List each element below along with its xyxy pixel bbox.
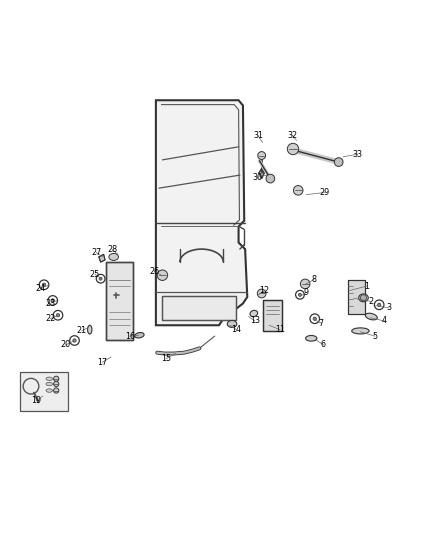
Circle shape <box>157 270 168 280</box>
Circle shape <box>313 317 316 320</box>
Text: 7: 7 <box>319 319 324 328</box>
Text: 22: 22 <box>45 314 55 323</box>
Text: 8: 8 <box>311 275 316 284</box>
Text: 32: 32 <box>287 131 297 140</box>
Circle shape <box>99 277 102 280</box>
Text: 16: 16 <box>125 332 135 341</box>
Text: 23: 23 <box>45 299 55 308</box>
Text: 3: 3 <box>386 303 391 312</box>
Text: 27: 27 <box>91 248 101 257</box>
Circle shape <box>378 303 381 306</box>
Bar <box>20 372 67 411</box>
Polygon shape <box>106 262 133 340</box>
Polygon shape <box>348 279 365 314</box>
Ellipse shape <box>352 328 369 334</box>
Text: 24: 24 <box>35 284 46 293</box>
Text: 12: 12 <box>260 286 270 295</box>
Circle shape <box>266 174 275 183</box>
Ellipse shape <box>359 294 368 302</box>
Text: 9: 9 <box>304 288 309 297</box>
Circle shape <box>360 295 367 301</box>
Text: 6: 6 <box>321 341 326 349</box>
Ellipse shape <box>227 320 237 327</box>
Ellipse shape <box>46 382 53 386</box>
Circle shape <box>334 158 343 166</box>
Text: 4: 4 <box>382 317 387 326</box>
Ellipse shape <box>365 313 377 320</box>
Ellipse shape <box>46 389 53 392</box>
Circle shape <box>73 339 76 342</box>
Circle shape <box>53 376 59 382</box>
Text: 5: 5 <box>372 332 378 341</box>
Circle shape <box>53 382 59 386</box>
Text: 29: 29 <box>319 188 329 197</box>
Circle shape <box>257 289 266 298</box>
Text: 17: 17 <box>97 358 107 367</box>
Text: 1: 1 <box>364 281 370 290</box>
Text: 28: 28 <box>107 246 117 254</box>
Polygon shape <box>99 254 105 262</box>
Circle shape <box>287 143 299 155</box>
Text: 31: 31 <box>253 132 263 140</box>
Ellipse shape <box>88 325 92 334</box>
Text: 21: 21 <box>77 326 87 335</box>
Text: 15: 15 <box>161 354 171 364</box>
Text: 11: 11 <box>275 325 285 334</box>
Circle shape <box>51 299 54 302</box>
Text: 14: 14 <box>231 325 241 334</box>
Ellipse shape <box>46 377 53 381</box>
Text: 2: 2 <box>368 297 373 306</box>
Polygon shape <box>162 296 237 320</box>
Ellipse shape <box>250 310 258 317</box>
Ellipse shape <box>306 335 317 341</box>
Polygon shape <box>262 301 282 331</box>
Ellipse shape <box>134 333 144 338</box>
Text: 30: 30 <box>252 173 262 182</box>
Circle shape <box>298 293 301 296</box>
Circle shape <box>53 388 59 393</box>
Text: 13: 13 <box>250 317 260 326</box>
Text: 33: 33 <box>353 150 362 159</box>
Circle shape <box>57 313 60 317</box>
Circle shape <box>300 279 310 289</box>
Circle shape <box>293 185 303 195</box>
Polygon shape <box>259 168 264 179</box>
Circle shape <box>42 283 46 286</box>
Ellipse shape <box>109 254 118 261</box>
Text: 26: 26 <box>149 267 159 276</box>
Text: 20: 20 <box>61 341 71 349</box>
Polygon shape <box>156 100 247 325</box>
Circle shape <box>258 151 265 159</box>
Text: 19: 19 <box>31 396 41 405</box>
Text: 25: 25 <box>90 270 100 279</box>
